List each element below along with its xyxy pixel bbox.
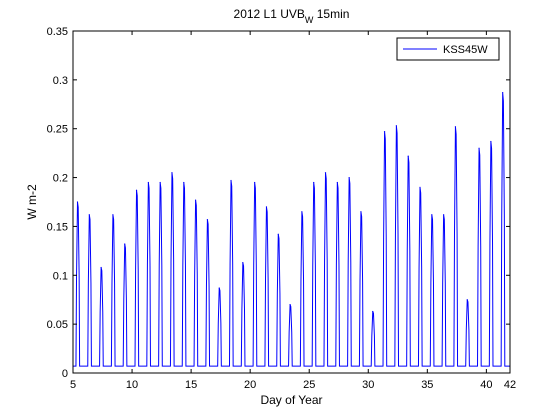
x-axis: 5 10 15 20 25 30 35 40 42 [70,31,516,391]
data-point [395,125,397,127]
y-tick-label: 0.2 [53,173,68,185]
chart-title: 2012 L1 UVBW 15min [234,7,350,25]
x-axis-label: Day of Year [260,393,322,407]
y-tick-label: 0.1 [53,270,68,282]
legend: KSS45W [396,37,500,61]
y-tick-label: 0.25 [47,124,68,136]
x-tick-label: 15 [185,379,197,391]
y-tick-label: 0 [62,368,68,380]
data-point [372,310,374,313]
series-group [73,91,510,367]
x-tick-label: 20 [244,379,256,391]
data-point [360,211,362,213]
data-point [443,214,445,216]
data-point [324,172,327,174]
data-point [265,206,268,208]
plot-frame [72,30,511,374]
data-point [348,176,350,179]
data-point [254,181,256,184]
data-point [313,181,315,184]
data-point [336,181,338,184]
y-tick-label: 0.3 [53,75,68,87]
y-tick-label: 0.05 [47,319,68,331]
series-line-kss45w [73,92,510,367]
data-point [112,214,114,216]
data-point [466,299,468,301]
data-point [218,287,220,289]
data-point [431,214,433,216]
data-point [230,179,232,182]
data-point [419,186,421,188]
legend-box [396,37,500,61]
data-point [277,233,279,235]
x-tick-label: 5 [70,379,76,391]
data-point [407,155,409,157]
data-point [242,261,244,264]
data-point [383,131,386,133]
data-point [171,172,173,174]
data-point [135,189,138,191]
data-point [289,304,291,306]
data-point [194,199,197,201]
data-point [490,140,492,143]
x-tick-label: 25 [303,379,315,391]
data-point [301,211,303,213]
x-tick-label: 40 [480,379,492,391]
data-point [454,126,457,128]
data-point [502,91,504,94]
y-axis-label: W m-2 [25,184,39,220]
data-point [124,243,126,245]
data-point [76,201,79,203]
x-tick-label: 35 [421,379,433,391]
data-point [88,214,90,216]
data-point [100,266,102,269]
x-tick-label: 42 [504,379,516,391]
data-point [159,181,161,184]
x-tick-label: 10 [126,379,138,391]
data-point [206,218,209,221]
x-tick-label: 30 [362,379,374,391]
data-point [183,181,185,184]
y-tick-label: 0.15 [47,221,68,233]
chart-title-subscript: W [305,15,314,25]
legend-label: KSS45W [443,44,488,56]
data-point [147,181,149,184]
y-axis: 0 0.05 0.1 0.15 0.2 0.25 0.3 0.35 [47,26,510,380]
data-point [478,147,480,149]
y-tick-label: 0.35 [47,26,68,38]
